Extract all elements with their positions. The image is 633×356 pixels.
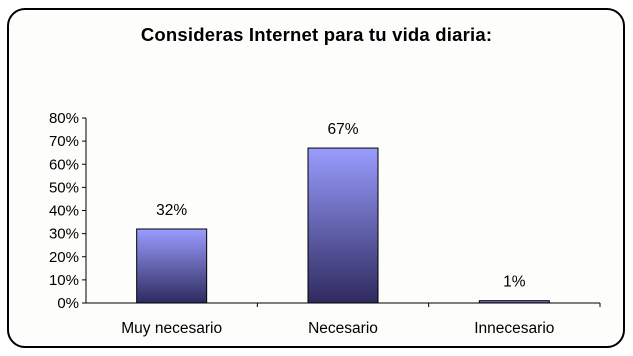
y-tick-label: 50%	[49, 179, 79, 196]
x-category-label: Muy necesario	[121, 320, 222, 337]
y-tick-label: 80%	[49, 110, 79, 127]
data-label: 32%	[156, 202, 187, 219]
y-tick-label: 70%	[49, 133, 79, 150]
y-tick-label: 10%	[49, 272, 79, 289]
data-label: 67%	[327, 121, 358, 138]
y-tick-label: 40%	[49, 203, 79, 220]
bar	[307, 147, 379, 304]
x-category-label: Necesario	[308, 320, 378, 337]
y-tick-label: 30%	[49, 226, 79, 243]
data-label: 1%	[503, 274, 526, 291]
bar	[136, 228, 208, 304]
y-tick-label: 20%	[49, 249, 79, 266]
y-tick-label: 60%	[49, 156, 79, 173]
y-tick-label: 0%	[57, 295, 79, 312]
bar	[478, 300, 550, 304]
x-category-label: Innecesario	[474, 320, 554, 337]
chart-title: Consideras Internet para tu vida diaria:	[140, 24, 493, 45]
